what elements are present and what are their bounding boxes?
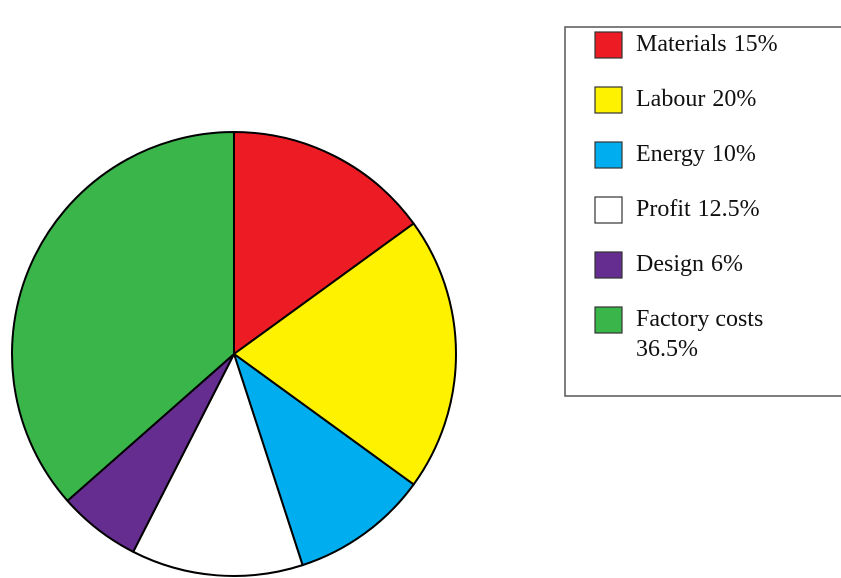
legend-swatch (594, 251, 623, 279)
pie-slice (132, 353, 304, 577)
legend-label: Materials 15% (636, 31, 778, 57)
legend-label: Labour 20% (636, 86, 756, 112)
legend-swatch (594, 306, 623, 334)
legend-value: 20% (712, 86, 756, 112)
legend-label: Profit 12.5% (636, 196, 760, 222)
pie-slice (11, 131, 235, 502)
legend-value: 12.5% (698, 196, 760, 222)
legend-swatch (594, 31, 623, 59)
legend-swatch (594, 86, 623, 114)
legend-box (564, 26, 841, 397)
legend-value: 15% (734, 31, 778, 57)
legend-name: Design (636, 251, 704, 277)
legend-name: Profit (636, 196, 691, 222)
legend-name: Factory costs (636, 306, 763, 332)
legend-label: Design 6% (636, 251, 743, 277)
legend-value: 6% (711, 251, 743, 277)
legend-swatch (594, 196, 623, 224)
legend-swatch (594, 141, 623, 169)
legend-value: 10% (712, 141, 756, 167)
legend-value: 36.5% (636, 336, 698, 362)
pie-slice (233, 131, 415, 355)
legend-name: Labour (636, 86, 705, 112)
legend-label: Factory costs 36.5% (636, 306, 763, 362)
pie-slice (233, 222, 457, 486)
legend-label: Energy 10% (636, 141, 756, 167)
pie-slice (233, 353, 415, 567)
legend-name: Energy (636, 141, 705, 167)
legend-name: Materials (636, 31, 727, 57)
